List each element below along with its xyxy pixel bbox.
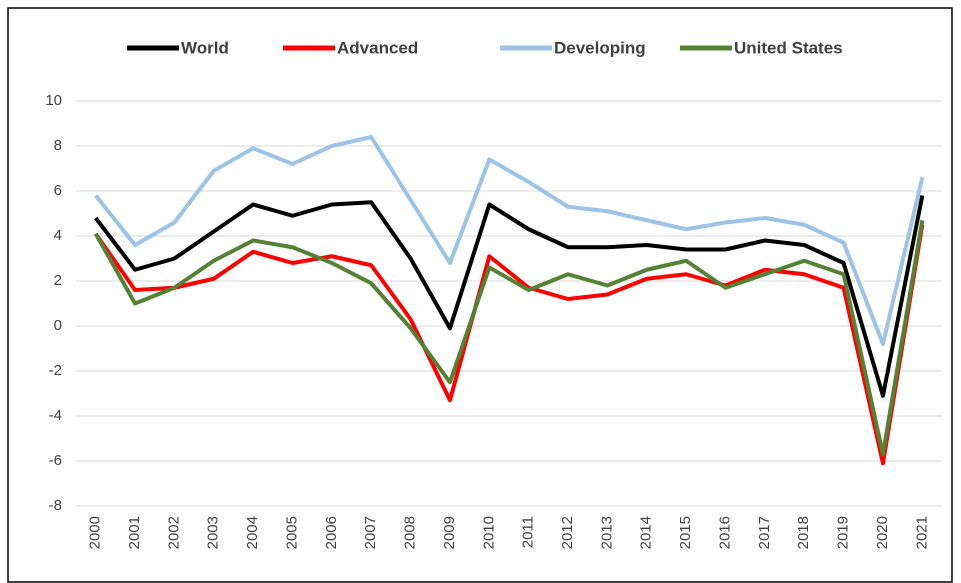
x-tick-label: 2000	[87, 516, 104, 549]
y-tick-label: -2	[49, 362, 62, 379]
x-tick-label: 2017	[756, 516, 773, 549]
series-line	[93, 219, 925, 457]
legend-label: Developing	[554, 38, 646, 57]
x-tick-label: 2002	[165, 516, 182, 549]
y-tick-label: 8	[54, 137, 62, 154]
x-tick-label: 2013	[598, 516, 615, 549]
x-tick-label: 2011	[520, 516, 537, 548]
x-tick-label: 2009	[441, 516, 458, 549]
y-tick-label: 0	[54, 317, 62, 334]
x-tick-label: 2006	[323, 516, 340, 549]
y-tick-label: 6	[54, 182, 62, 199]
series-line	[94, 195, 925, 398]
x-tick-label: 2010	[480, 516, 497, 549]
x-tick-label: 2007	[362, 516, 379, 549]
x-tick-label: 2004	[244, 516, 261, 549]
series-line	[94, 224, 925, 466]
x-tick-label: 2019	[835, 516, 852, 549]
x-tick-label: 2008	[402, 516, 419, 549]
x-tick-label: 2001	[126, 516, 143, 549]
y-tick-label: -8	[49, 497, 62, 514]
legend-label: World	[181, 38, 229, 57]
x-tick-label: 2012	[559, 516, 576, 549]
x-tick-label: 2021	[913, 516, 930, 549]
legend-label: United States	[734, 38, 843, 57]
x-tick-label: 2020	[874, 516, 891, 549]
x-tick-label: 2003	[205, 516, 222, 549]
y-tick-label: 4	[54, 227, 62, 244]
y-tick-label: -6	[49, 452, 62, 469]
series-line	[94, 135, 925, 346]
y-tick-label: 10	[45, 92, 62, 109]
y-tick-label: -4	[49, 407, 62, 424]
y-tick-label: 2	[54, 272, 62, 289]
x-tick-label: 2015	[677, 516, 694, 549]
x-tick-label: 2016	[716, 516, 733, 549]
x-tick-label: 2014	[638, 516, 655, 549]
legend-label: Advanced	[337, 38, 418, 57]
x-tick-label: 2005	[283, 516, 300, 549]
x-tick-label: 2018	[795, 516, 812, 549]
